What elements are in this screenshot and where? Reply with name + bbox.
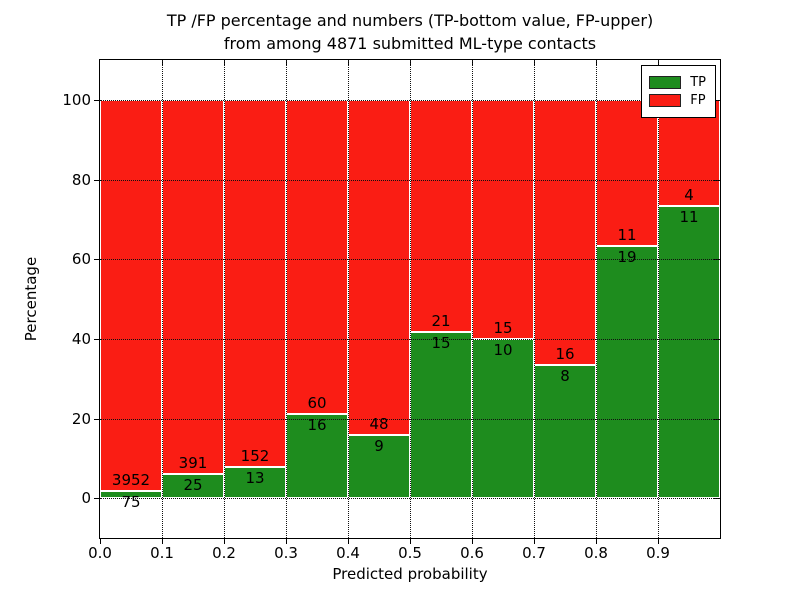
x-tick-label: 0.1: [150, 544, 174, 562]
tp-count-label: 15: [431, 334, 451, 353]
x-tick-mark: [410, 539, 411, 544]
x-tick-mark: [596, 539, 597, 544]
fp-bar-segment: [162, 99, 224, 475]
fp-count-label: 152: [240, 446, 270, 465]
x-tick-label: 0.2: [212, 544, 236, 562]
v-gridline: [534, 60, 535, 538]
y-tick-mark: [94, 418, 100, 420]
legend-entry-tp: TP: [649, 75, 706, 90]
y-tick-label: 0: [81, 489, 91, 508]
tp-count-label: 9: [374, 437, 384, 456]
fp-count-label: 3952: [111, 470, 151, 489]
x-tick-label: 0.8: [584, 544, 608, 562]
x-tick-mark: [162, 539, 163, 544]
tp-legend-label: TP: [690, 75, 706, 90]
fp-bar-segment: [596, 99, 658, 246]
y-tick-mark: [94, 99, 100, 101]
fp-bar-segment: [286, 99, 348, 415]
x-tick-label: 0.4: [336, 544, 360, 562]
x-tick-label: 0.6: [460, 544, 484, 562]
y-axis-label: Percentage: [22, 256, 40, 342]
x-tick-label: 0.0: [88, 544, 112, 562]
fp-count-label: 11: [617, 225, 637, 244]
y-tick-label: 100: [62, 90, 91, 109]
x-tick-label: 0.5: [398, 544, 422, 562]
v-gridline: [410, 60, 411, 538]
fp-bar-segment: [224, 99, 286, 467]
v-gridline: [348, 60, 349, 538]
y-tick-label: 80: [71, 170, 91, 189]
x-tick-mark: [224, 539, 225, 544]
y-tick-mark: [94, 498, 100, 500]
fp-count-label: 16: [555, 345, 575, 364]
fp-count-label: 15: [493, 318, 513, 337]
y-tick-label: 60: [71, 250, 91, 269]
legend-entry-fp: FP: [649, 93, 706, 108]
y-tick-mark: [94, 338, 100, 340]
tp-count-label: 13: [245, 468, 265, 487]
x-tick-mark: [286, 539, 287, 544]
y-tick-label: 40: [71, 329, 91, 348]
tp-count-label: 25: [183, 476, 203, 495]
v-gridline: [658, 60, 659, 538]
tp-count-label: 11: [679, 208, 699, 227]
x-tick-mark: [100, 539, 101, 544]
x-tick-mark: [348, 539, 349, 544]
fp-bar-segment: [100, 99, 162, 491]
fp-count-label: 60: [307, 394, 327, 413]
y-tick-mark: [94, 259, 100, 261]
v-gridline: [286, 60, 287, 538]
x-tick-label: 0.9: [646, 544, 670, 562]
y-tick-label: 20: [71, 409, 91, 428]
fp-bar-segment: [348, 99, 410, 436]
x-tick-mark: [658, 539, 659, 544]
x-tick-label: 0.3: [274, 544, 298, 562]
tp-bar-segment: [534, 365, 596, 499]
tp-count-label: 16: [307, 416, 327, 435]
tp-bar-segment: [596, 245, 658, 499]
fp-count-label: 48: [369, 415, 389, 434]
tp-count-label: 19: [617, 247, 637, 266]
tp-bar-segment: [410, 332, 472, 499]
fp-count-label: 4: [684, 186, 694, 205]
tp-bar-segment: [658, 206, 720, 499]
tp-count-label: 10: [493, 340, 513, 359]
chart-title-line2: from among 4871 submitted ML-type contac…: [223, 34, 597, 53]
legend: TP FP: [641, 65, 716, 118]
x-tick-label: 0.7: [522, 544, 546, 562]
tp-count-label: 8: [560, 367, 570, 386]
tp-legend-swatch: [649, 76, 682, 89]
tp-bar-segment: [100, 490, 162, 499]
x-axis-label: Predicted probability: [332, 565, 488, 583]
v-gridline: [472, 60, 473, 538]
fp-legend-label: FP: [690, 93, 706, 108]
fp-count-label: 391: [178, 454, 208, 473]
x-tick-mark: [472, 539, 473, 544]
fp-legend-swatch: [649, 94, 682, 107]
fp-bar-segment: [534, 99, 596, 366]
fp-bar-segment: [472, 99, 534, 339]
chart-title: TP /FP percentage and numbers (TP-bottom…: [100, 9, 720, 55]
v-gridline: [162, 60, 163, 538]
tp-count-label: 75: [121, 492, 141, 511]
x-tick-mark: [534, 539, 535, 544]
fp-bar-segment: [410, 99, 472, 333]
v-gridline: [596, 60, 597, 538]
y-tick-mark: [94, 179, 100, 181]
plot-area: 3952 75 391 25 152 13 60 16 48 9 21 15 15 10 16 8 11 19 4 1…: [99, 59, 721, 539]
v-gridline: [224, 60, 225, 538]
chart-title-line1: TP /FP percentage and numbers (TP-bottom…: [166, 11, 654, 30]
fp-count-label: 21: [431, 312, 451, 331]
